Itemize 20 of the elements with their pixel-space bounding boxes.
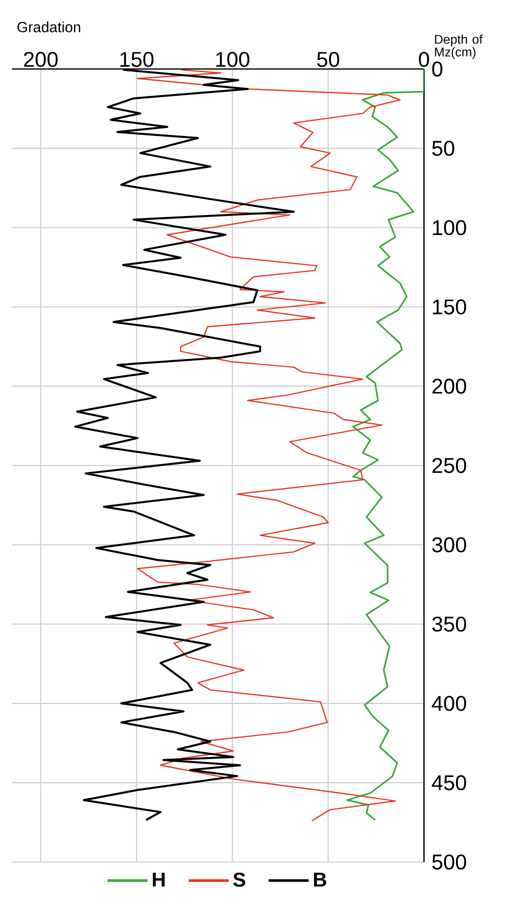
y-tick-label: 350 <box>432 616 466 632</box>
x-axis-title: Gradation <box>17 22 80 32</box>
x-tick-label: 0 <box>418 52 430 67</box>
legend-label: B <box>314 872 326 886</box>
y-tick-label: 50 <box>432 140 454 156</box>
y-tick-label: 100 <box>433 220 466 236</box>
y-tick-label: 150 <box>433 299 466 314</box>
legend-label: S <box>233 872 246 887</box>
x-tick-label: 150 <box>120 52 154 67</box>
y-tick-label: 300 <box>432 537 466 552</box>
x-tick-label: 100 <box>216 52 250 67</box>
y-axis-title: Depth of Mz(cm) <box>435 34 483 59</box>
y-tick-label: 250 <box>432 458 466 474</box>
y-tick-label: 500 <box>432 854 466 870</box>
legend-label: H <box>152 872 165 886</box>
x-tick-label: 200 <box>24 52 58 67</box>
y-tick-label: 450 <box>432 775 466 790</box>
x-tick-label: 50 <box>317 52 340 67</box>
y-tick-label: 400 <box>432 696 466 711</box>
y-tick-label: 200 <box>432 378 466 394</box>
